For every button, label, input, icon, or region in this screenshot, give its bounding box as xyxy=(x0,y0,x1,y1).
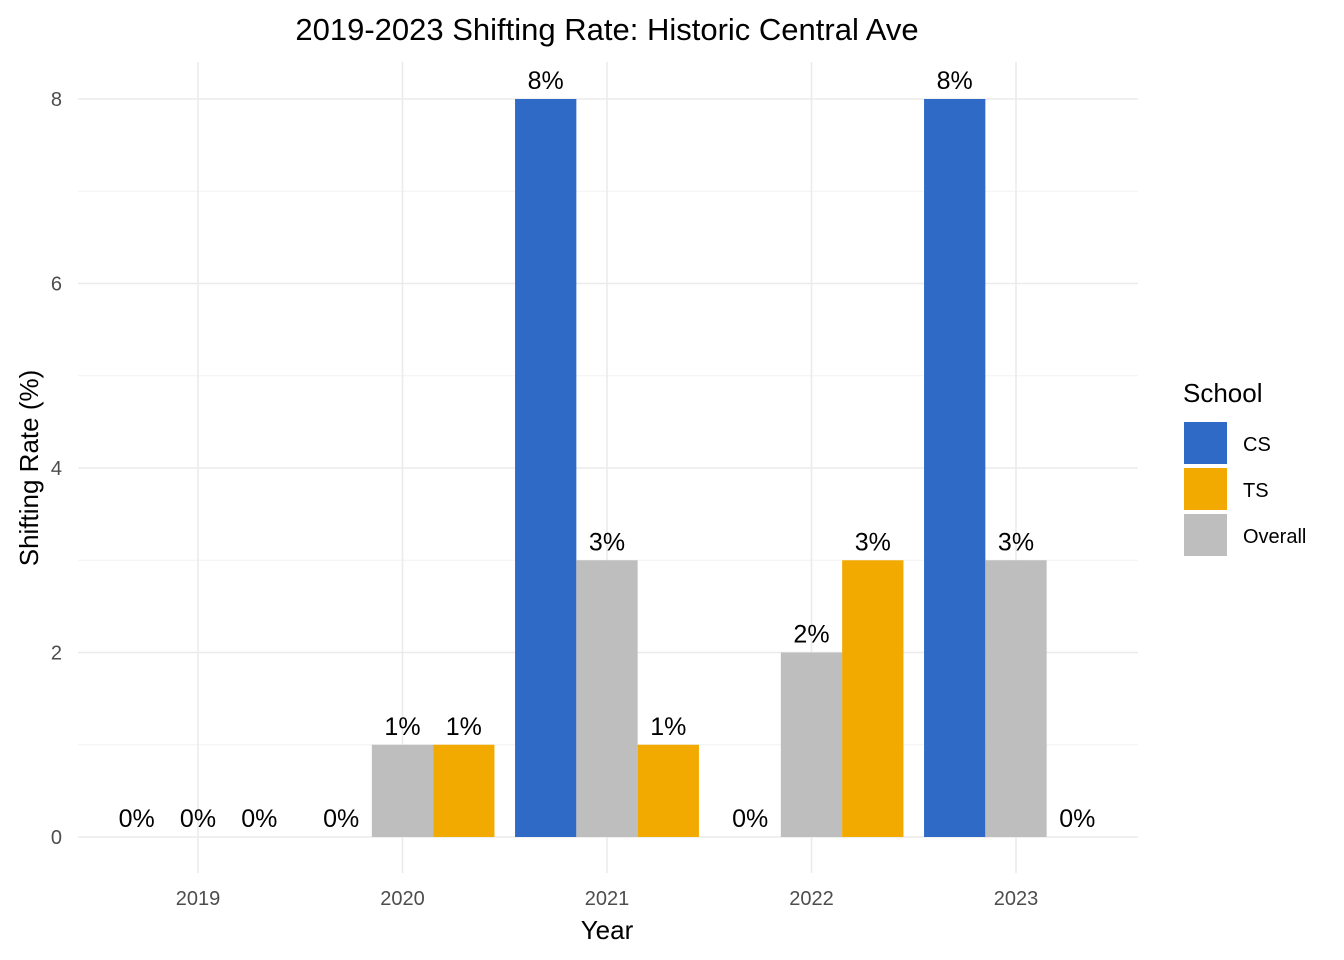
y-tick-label: 0 xyxy=(51,827,62,849)
bar-ts-2020 xyxy=(433,744,495,837)
x-tick-label: 2020 xyxy=(380,888,425,910)
bar-value-label: 0% xyxy=(323,805,359,833)
legend-title: School xyxy=(1183,378,1263,408)
bar-ts-2021 xyxy=(637,744,699,837)
bar-value-label: 0% xyxy=(119,805,155,833)
x-axis-title: Year xyxy=(581,915,634,945)
x-tick-label: 2022 xyxy=(789,888,834,910)
bar-value-label: 3% xyxy=(589,528,625,556)
bar-overall-2022 xyxy=(780,652,843,837)
x-tick-label: 2019 xyxy=(176,888,221,910)
bar-value-label: 0% xyxy=(732,805,768,833)
y-tick-label: 2 xyxy=(51,643,62,665)
bar-cs-2021 xyxy=(515,99,577,837)
bar-overall-2023 xyxy=(985,560,1047,837)
bar-labels: 0% 0% 0% 0% 1% 1% 8% 3% 1% 0% 2% 3% 8% 3% 0% xyxy=(119,67,1096,833)
x-axis-ticks: 2019 2020 2021 2022 2023 xyxy=(176,888,1039,910)
bar-value-label: 8% xyxy=(937,67,973,95)
legend: School CS TS Overall xyxy=(1183,378,1306,556)
bar-ts-2022 xyxy=(842,560,904,837)
bar-cs-2023 xyxy=(924,99,986,837)
x-tick-label: 2021 xyxy=(585,888,630,910)
legend-swatch-overall xyxy=(1184,514,1227,556)
x-tick-label: 2023 xyxy=(994,888,1039,910)
bars xyxy=(371,99,1047,837)
bar-value-label: 1% xyxy=(384,713,420,741)
bar-value-label: 0% xyxy=(1059,805,1095,833)
bar-overall-2021 xyxy=(576,560,638,837)
y-tick-label: 8 xyxy=(51,89,62,111)
legend-swatch-ts xyxy=(1184,468,1227,510)
bar-value-label: 0% xyxy=(180,805,216,833)
y-axis-title: Shifting Rate (%) xyxy=(14,370,44,567)
y-axis-ticks: 0 2 4 6 8 xyxy=(51,89,62,849)
legend-label-overall: Overall xyxy=(1243,526,1306,548)
chart-title: 2019-2023 Shifting Rate: Historic Centra… xyxy=(295,12,918,47)
bar-value-label: 0% xyxy=(241,805,277,833)
bar-value-label: 1% xyxy=(446,713,482,741)
bar-overall-2020 xyxy=(371,744,434,837)
bar-value-label: 8% xyxy=(528,67,564,95)
y-tick-label: 4 xyxy=(51,458,62,480)
legend-label-ts: TS xyxy=(1243,480,1269,502)
bar-value-label: 3% xyxy=(855,528,891,556)
legend-label-cs: CS xyxy=(1243,434,1271,456)
y-tick-label: 6 xyxy=(51,274,62,296)
bar-value-label: 3% xyxy=(998,528,1034,556)
bar-value-label: 2% xyxy=(793,621,829,649)
bar-value-label: 1% xyxy=(650,713,686,741)
legend-swatch-cs xyxy=(1184,422,1227,464)
